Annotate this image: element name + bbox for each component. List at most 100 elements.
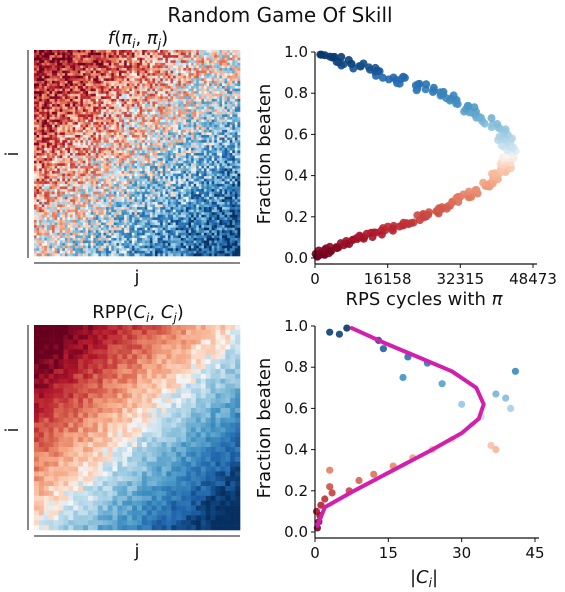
heatmap-cell: [100, 140, 104, 144]
heatmap-cell: [64, 132, 68, 136]
heatmap-cell: [157, 207, 161, 210]
heatmap-cell: [64, 160, 68, 164]
heatmap-cell: [232, 101, 236, 105]
heatmap-cell: [111, 186, 115, 190]
heatmap-cell: [162, 134, 166, 138]
heatmap-cell: [131, 119, 135, 123]
heatmap-cell: [52, 93, 55, 97]
heatmap-cell: [129, 88, 133, 92]
heatmap-cell: [188, 181, 192, 185]
heatmap-cell: [160, 153, 164, 156]
heatmap-cell: [209, 101, 212, 105]
heatmap-cell: [214, 153, 218, 156]
heatmap-cell: [188, 78, 192, 82]
heatmap-cell: [178, 191, 182, 195]
heatmap-cell: [103, 101, 107, 105]
heatmap-cell: [46, 150, 50, 154]
heatmap-cell: [206, 163, 210, 167]
heatmap-cell: [188, 93, 192, 97]
heatmap-cell: [170, 122, 174, 125]
heatmap-cell: [62, 163, 66, 167]
heatmap-cell: [191, 93, 194, 97]
heatmap-cell: [198, 137, 202, 141]
heatmap-cell: [160, 147, 164, 151]
heatmap-cell: [116, 65, 120, 69]
heatmap-cell: [62, 101, 66, 105]
heatmap-cell: [80, 204, 84, 208]
heatmap-cell: [44, 122, 48, 125]
heatmap-cell: [157, 158, 161, 162]
heatmap-cell: [88, 209, 91, 213]
heatmap-cell: [129, 160, 133, 164]
heatmap-cell: [41, 204, 45, 208]
heatmap-cell: [188, 134, 192, 138]
heatmap-cell: [173, 96, 176, 100]
heatmap-cell: [100, 160, 104, 164]
heatmap-cell: [160, 196, 164, 200]
heatmap-cell: [41, 189, 45, 192]
heatmap-cell: [54, 65, 58, 69]
heatmap-cell: [100, 168, 104, 172]
heatmap-cell: [121, 163, 125, 167]
heatmap-cell: [229, 132, 233, 136]
heatmap-cell: [198, 147, 202, 151]
heatmap-cell: [160, 62, 164, 66]
heatmap-cell: [64, 78, 68, 82]
heatmap-cell: [59, 73, 63, 77]
heatmap-cell: [142, 199, 146, 203]
heatmap-cell: [155, 86, 158, 89]
heatmap-cell: [188, 111, 192, 115]
heatmap-cell: [103, 68, 107, 71]
heatmap-cell: [34, 196, 37, 200]
heatmap-cell: [106, 158, 109, 162]
heatmap-cell: [111, 147, 115, 151]
heatmap-cell: [46, 165, 50, 169]
heatmap-cell: [44, 106, 48, 110]
heatmap-cell: [67, 181, 71, 185]
heatmap-cell: [95, 80, 99, 84]
heatmap-cell: [46, 88, 50, 92]
heatmap-cell: [229, 145, 233, 149]
heatmap-cell: [227, 178, 231, 182]
heatmap-cell: [224, 163, 228, 167]
heatmap-cell: [178, 109, 182, 113]
heatmap-cell: [129, 189, 133, 192]
heatmap-cell: [116, 183, 120, 187]
heatmap-cell: [188, 201, 192, 205]
heatmap-cell: [206, 183, 210, 187]
heatmap-cell: [229, 124, 233, 128]
heatmap-cell: [155, 153, 158, 156]
heatmap-cell: [173, 98, 176, 102]
heatmap-cell: [95, 168, 99, 172]
heatmap-cell: [36, 119, 40, 123]
heatmap-cell: [203, 116, 207, 120]
heatmap-cell: [57, 140, 61, 144]
heatmap-cell: [57, 101, 61, 105]
heatmap-cell: [67, 168, 71, 172]
heatmap-cell: [75, 158, 79, 162]
heatmap-cell: [100, 209, 104, 213]
heatmap-cell: [90, 150, 94, 154]
heatmap-cell: [142, 106, 146, 110]
heatmap-cell: [216, 70, 220, 74]
heatmap-cell: [72, 173, 76, 177]
heatmap-cell: [118, 196, 122, 200]
heatmap-cell: [155, 134, 158, 138]
heatmap-cell: [52, 52, 55, 56]
heatmap-cell: [49, 104, 53, 107]
heatmap-cell: [152, 124, 156, 128]
heatmap-cell: [157, 98, 161, 102]
heatmap-cell: [64, 109, 68, 113]
heatmap-cell: [59, 124, 63, 128]
heatmap-cell: [216, 83, 220, 87]
heatmap-cell: [124, 194, 128, 198]
heatmap-cell: [113, 199, 117, 203]
heatmap-cell: [139, 122, 143, 125]
heatmap-cell: [34, 183, 37, 187]
heatmap-cell: [118, 207, 122, 210]
heatmap-cell: [93, 145, 97, 149]
heatmap-cell: [152, 101, 156, 105]
heatmap-cell: [170, 73, 174, 77]
heatmap-cell: [36, 124, 40, 128]
heatmap-cell: [206, 150, 210, 154]
